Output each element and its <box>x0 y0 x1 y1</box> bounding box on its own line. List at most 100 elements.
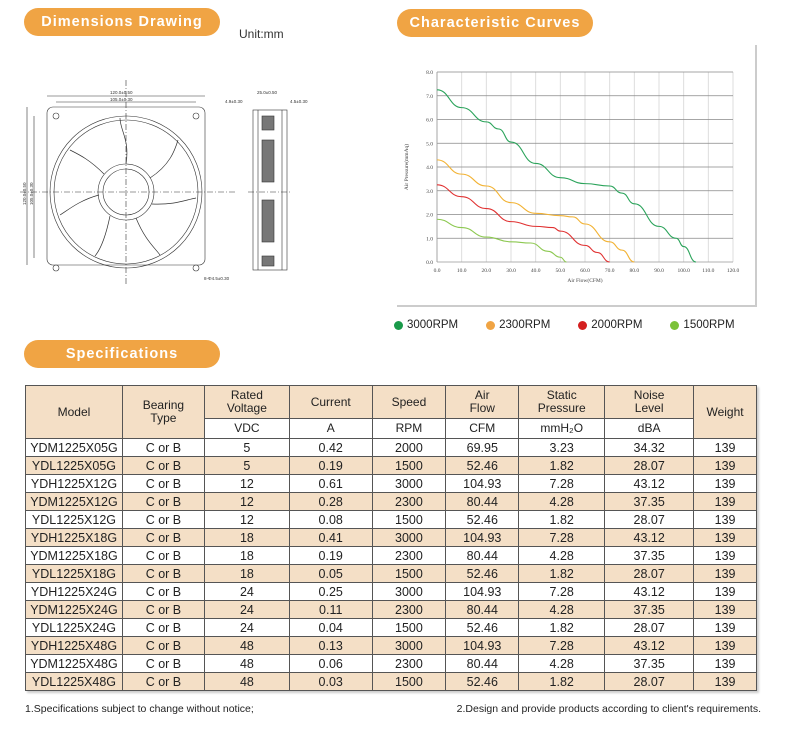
table-cell: 104.93 <box>445 528 520 547</box>
table-cell: 3000 <box>371 528 447 547</box>
table-row: YDL1225X18G C or B 18 0.05 1500 52.46 1.82 28.0… <box>25 564 757 583</box>
y-tick-label: 3.0 <box>426 189 433 195</box>
dim-right-flange: 4.5±0.30 <box>290 99 308 104</box>
table-cell: 4.28 <box>518 600 606 619</box>
x-tick-label: 0.0 <box>434 268 441 274</box>
y-tick-label: 4.0 <box>426 165 433 171</box>
table-cell: 43.12 <box>604 636 695 655</box>
section-title-specs: Specifications <box>24 340 220 368</box>
table-cell: 5 <box>203 438 290 457</box>
table-cell: 12 <box>203 474 290 493</box>
table-cell: YDL1225X18G <box>25 564 123 583</box>
unit-pressure: mmH₂O <box>518 418 606 439</box>
header-model: Model <box>25 385 123 439</box>
y-tick-label: 1.0 <box>426 236 433 242</box>
table-cell: 139 <box>693 636 757 655</box>
table-cell: C or B <box>121 582 205 601</box>
table-cell: C or B <box>121 546 205 565</box>
y-tick-label: 0.0 <box>426 260 433 266</box>
table-cell: 4.28 <box>518 492 606 511</box>
table-cell: C or B <box>121 474 205 493</box>
table-cell: 34.32 <box>604 438 695 457</box>
table-row: YDH1225X12G C or B 12 0.61 3000 104.93 7.28 43.… <box>25 474 757 493</box>
legend-label: 2300RPM <box>499 319 551 331</box>
series-line-2300RPM <box>436 159 635 263</box>
unit-airflow: CFM <box>445 418 520 439</box>
table-cell: 0.03 <box>288 672 373 691</box>
table-cell: 3000 <box>371 582 447 601</box>
table-cell: 139 <box>693 474 757 493</box>
table-cell: 0.19 <box>288 456 373 475</box>
chart-legend: 3000RPM 2300RPM 2000RPM 1500RPM <box>394 319 763 331</box>
table-cell: 0.28 <box>288 492 373 511</box>
table-cell: 80.44 <box>445 600 520 619</box>
table-cell: 18 <box>203 546 290 565</box>
section-title-curves: Characteristic Curves <box>397 9 593 37</box>
table-cell: 0.41 <box>288 528 373 547</box>
x-axis-label: Air Flow(CFM) <box>567 277 602 284</box>
table-cell: YDM1225X12G <box>25 492 123 511</box>
table-cell: 7.28 <box>518 636 606 655</box>
table-cell: 139 <box>693 528 757 547</box>
legend-dot-3000 <box>394 320 403 330</box>
x-tick-label: 10.0 <box>457 268 467 274</box>
table-cell: C or B <box>121 456 205 475</box>
y-tick-label: 7.0 <box>426 94 433 100</box>
table-cell: 7.28 <box>518 582 606 601</box>
footnote-1: 1.Specifications subject to change witho… <box>25 703 254 715</box>
legend-dot-2300 <box>486 320 496 330</box>
table-cell: 80.44 <box>445 654 520 673</box>
table-cell: YDH1225X48G <box>25 636 123 655</box>
table-cell: 69.95 <box>445 438 520 457</box>
table-cell: 7.28 <box>518 474 606 493</box>
table-cell: C or B <box>121 564 205 583</box>
table-cell: C or B <box>121 528 205 547</box>
dim-depth: 25.0±0.50 <box>257 90 277 95</box>
table-cell: 37.35 <box>604 492 695 511</box>
dim-width-holes: 105.0±0.30 <box>110 97 133 102</box>
table-cell: 3000 <box>371 636 447 655</box>
legend-label: 3000RPM <box>407 319 459 331</box>
table-cell: 1500 <box>371 672 447 691</box>
table-cell: 4.28 <box>518 546 606 565</box>
table-cell: 2000 <box>371 438 447 457</box>
table-cell: 28.07 <box>604 564 695 583</box>
y-tick-label: 8.0 <box>426 70 433 76</box>
table-cell: YDM1225X05G <box>25 438 123 457</box>
table-cell: 139 <box>693 582 757 601</box>
table-cell: 18 <box>203 564 290 583</box>
table-cell: 139 <box>693 438 757 457</box>
x-tick-label: 40.0 <box>531 268 541 274</box>
table-cell: 139 <box>693 618 757 637</box>
table-row: YDL1225X24G C or B 24 0.04 1500 52.46 1.82 28.0… <box>25 618 757 637</box>
header-airflow: Air Flow <box>445 385 520 419</box>
table-cell: 24 <box>203 618 290 637</box>
legend-item: 1500RPM <box>670 319 735 331</box>
table-row: YDL1225X48G C or B 48 0.03 1500 52.46 1.82 28.0… <box>25 672 757 691</box>
unit-noise: dBA <box>604 418 695 439</box>
table-cell: 139 <box>693 600 757 619</box>
table-cell: 0.08 <box>288 510 373 529</box>
table-cell: 139 <box>693 492 757 511</box>
legend-dot-2000 <box>578 320 588 330</box>
table-cell: YDL1225X48G <box>25 672 123 691</box>
table-cell: YDL1225X24G <box>25 618 123 637</box>
table-cell: 48 <box>203 636 290 655</box>
section-title-dimensions: Dimensions Drawing <box>24 8 220 36</box>
table-cell: 139 <box>693 510 757 529</box>
header-weight: Weight <box>693 385 757 439</box>
table-cell: C or B <box>121 636 205 655</box>
table-cell: 1500 <box>371 618 447 637</box>
y-tick-label: 5.0 <box>426 141 433 147</box>
table-cell: 3000 <box>371 474 447 493</box>
table-cell: 28.07 <box>604 672 695 691</box>
table-cell: 43.12 <box>604 474 695 493</box>
x-tick-label: 30.0 <box>506 268 516 274</box>
table-cell: 12 <box>203 492 290 511</box>
table-cell: YDM1225X48G <box>25 654 123 673</box>
table-cell: 1.82 <box>518 672 606 691</box>
unit-speed: RPM <box>371 418 447 439</box>
table-cell: 43.12 <box>604 582 695 601</box>
table-cell: 0.42 <box>288 438 373 457</box>
table-cell: 0.25 <box>288 582 373 601</box>
